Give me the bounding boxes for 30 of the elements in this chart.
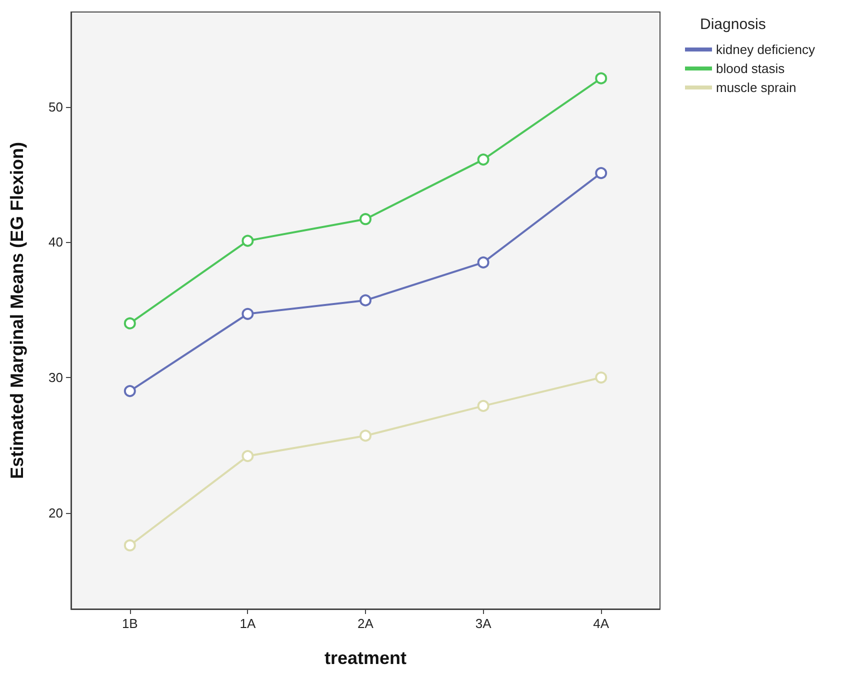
point	[124, 385, 136, 398]
point	[477, 400, 490, 412]
legend-label: kidney deficiency	[716, 42, 816, 57]
legend-label: blood stasis	[716, 61, 786, 76]
x-tick-label: 2A	[358, 616, 374, 631]
y-tick-label: 30	[48, 370, 63, 386]
legend-label: muscle sprain	[716, 80, 796, 95]
x-tick-label: 1A	[240, 616, 256, 631]
x-tick-label: 4A	[593, 616, 610, 631]
point	[477, 154, 490, 166]
point	[595, 372, 608, 384]
point	[595, 167, 608, 180]
x-tick-label: 3A	[475, 616, 492, 631]
point	[242, 308, 254, 320]
point	[595, 72, 608, 84]
point	[360, 294, 372, 306]
y-axis-title: Estimated Marginal Means (EG Flexion)	[7, 142, 27, 480]
point	[242, 234, 254, 247]
x-tick-label: 1B	[122, 616, 138, 631]
point	[360, 213, 372, 226]
y-tick-label: 40	[48, 234, 63, 250]
x-axis-title: treatment	[324, 648, 407, 668]
y-tick-label: 20	[48, 505, 63, 520]
point	[360, 430, 372, 442]
legend-title: Diagnosis	[700, 16, 766, 33]
point	[242, 450, 254, 462]
point	[477, 256, 490, 268]
point	[124, 317, 136, 330]
point	[124, 539, 136, 552]
y-tick-label: 50	[48, 99, 63, 114]
